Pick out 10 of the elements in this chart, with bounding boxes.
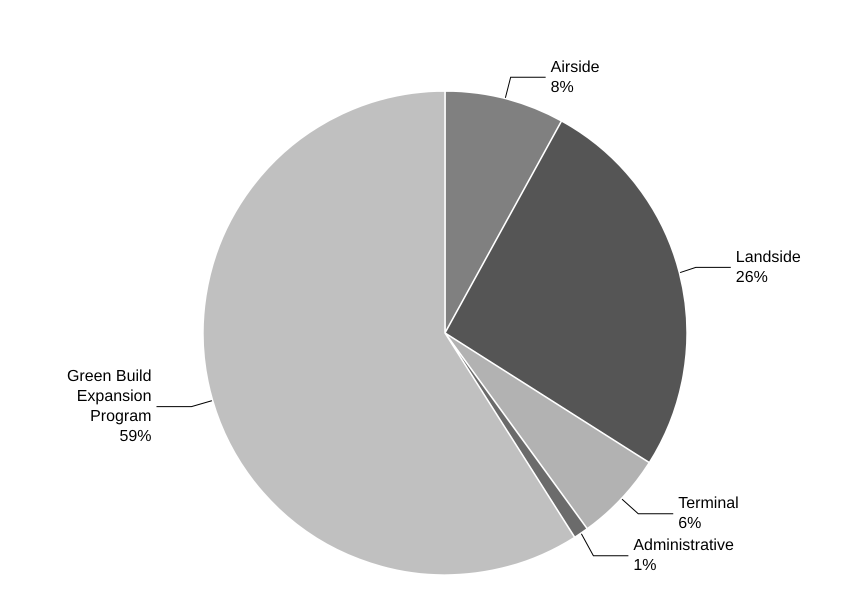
slice-label: Airside	[550, 58, 600, 76]
data-label: 26%	[736, 268, 768, 286]
data-label: 1%	[633, 557, 657, 574]
data-label: 6%	[678, 515, 702, 532]
slice-label: Administrative	[633, 537, 734, 554]
slice-label: Landside	[736, 248, 801, 266]
data-label: 59%	[119, 428, 152, 446]
data-label: 8%	[550, 78, 574, 96]
slice-label: Green Build Expansion Program	[66, 368, 152, 426]
slice-label: Terminal	[678, 495, 739, 512]
